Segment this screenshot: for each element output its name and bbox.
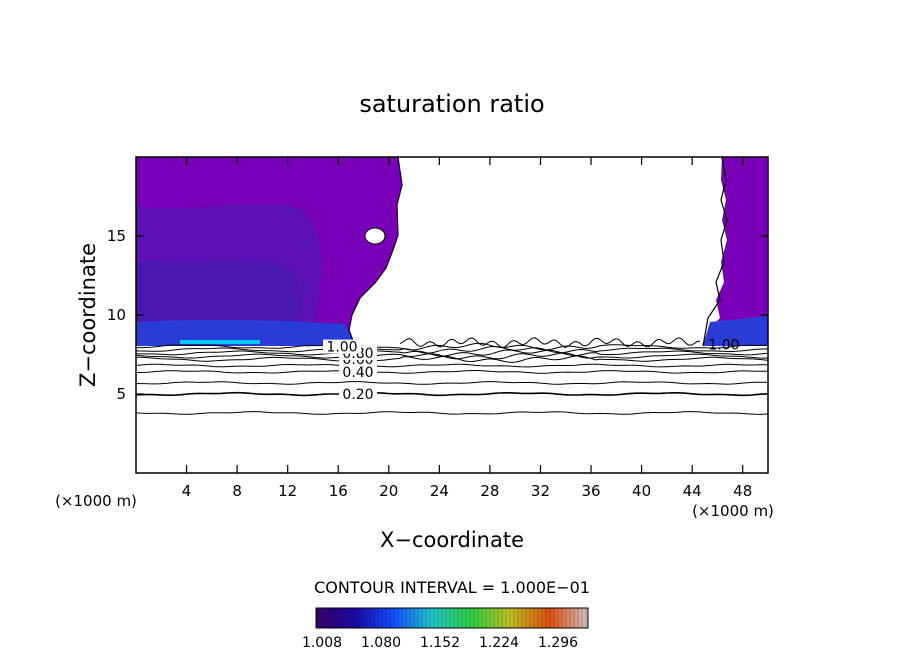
contour-label-bg (339, 387, 377, 401)
contour-line (136, 370, 768, 374)
fill-region-band (136, 319, 355, 346)
white-hole (364, 227, 386, 245)
x-tick-label: 24 (430, 482, 449, 500)
contour-labels: 0.200.400.600.801.00 1.00 (323, 338, 740, 403)
fill-band-highlight (180, 340, 260, 344)
colorbar-tick-label: 1.296 (538, 635, 578, 651)
colorbar-tick-label: 1.152 (420, 635, 460, 651)
x-tick-label: 12 (278, 482, 297, 500)
colorbar-tick-label: 1.008 (302, 635, 342, 651)
colorbar-tick-label: 1.224 (479, 635, 519, 651)
contour-label: 1.00 (708, 338, 739, 354)
x-tick-label: 32 (531, 482, 550, 500)
contour-line (136, 391, 768, 397)
contour-interval-text: CONTOUR INTERVAL = 1.000E−01 (314, 578, 590, 597)
fill-outline-left (348, 157, 403, 347)
fill-outline-right (702, 157, 728, 347)
contour-line (136, 349, 768, 357)
contour-line (136, 363, 768, 368)
contour-label-bg (339, 364, 377, 379)
x-tick-label: 8 (232, 482, 242, 500)
colorbar-gradient (316, 608, 588, 628)
x-tick-label: 20 (379, 482, 398, 500)
contour-line (136, 411, 768, 415)
y-tick-label: 15 (107, 227, 126, 245)
contour-label: 1.00 (326, 340, 357, 356)
chart-title: saturation ratio (359, 90, 544, 118)
y-axis-label: Z−coordinate (76, 243, 100, 387)
y-axis-ticks: 5 10 15 (107, 227, 768, 403)
x-tick-label: 48 (733, 482, 752, 500)
x-axis-ticks: 4 8 12 16 20 24 28 32 36 40 44 48 (182, 157, 752, 500)
x-unit-left: (×1000 m) (55, 492, 137, 510)
x-tick-label: 16 (329, 482, 348, 500)
y-tick-label: 10 (107, 306, 126, 324)
contour-line (136, 352, 768, 360)
fill-region-right-band (703, 316, 768, 346)
colorbar-stripes (317, 608, 587, 628)
x-tick-label: 40 (632, 482, 651, 500)
contour-line (136, 342, 768, 351)
x-tick-label: 36 (581, 482, 600, 500)
x-axis-label: X−coordinate (380, 528, 524, 552)
x-tick-label: 44 (683, 482, 702, 500)
x-unit-right: (×1000 m) (692, 502, 774, 520)
contour-label: 0.40 (342, 365, 373, 381)
contour-lines (136, 337, 768, 415)
colorbar: 1.008 1.080 1.152 1.224 1.296 (302, 607, 589, 651)
contour-label: 0.20 (342, 387, 373, 403)
colorbar-frame (315, 607, 589, 629)
contour-label-bg (323, 339, 361, 354)
contour-line (136, 345, 768, 354)
contour-line (136, 355, 768, 363)
colorbar-labels: 1.008 1.080 1.152 1.224 1.296 (302, 635, 578, 651)
contour-line (136, 381, 768, 385)
contour-line-jagged (399, 337, 701, 349)
y-tick-label: 5 (116, 385, 126, 403)
contour-fill-layer (136, 157, 768, 415)
x-tick-label: 4 (182, 482, 192, 500)
x-tick-label: 28 (480, 482, 499, 500)
colorbar-tick-label: 1.080 (361, 635, 401, 651)
